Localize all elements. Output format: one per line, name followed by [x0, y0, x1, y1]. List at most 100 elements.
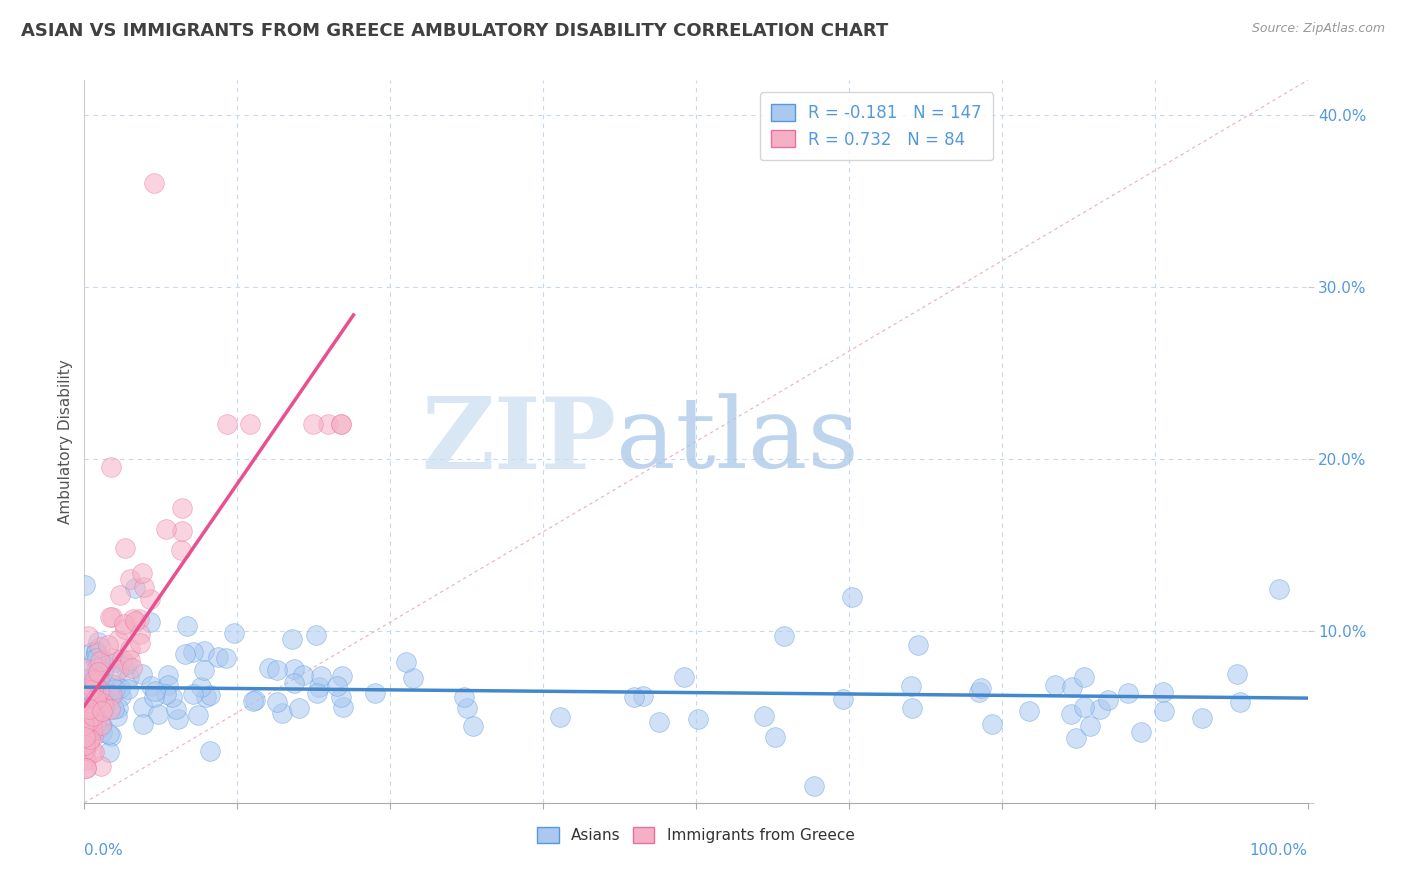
Point — [266, 694, 288, 708]
Point — [803, 779, 825, 793]
Point — [217, 417, 239, 432]
Point — [75, 698, 97, 713]
Point — [1088, 702, 1111, 716]
Point — [309, 669, 332, 683]
Point — [91, 717, 114, 731]
Point — [84, 651, 107, 665]
Point — [773, 630, 796, 644]
Point — [1191, 711, 1213, 725]
Point — [112, 658, 135, 673]
Point — [101, 688, 124, 702]
Point — [89, 715, 111, 730]
Point — [173, 647, 195, 661]
Point — [82, 730, 104, 744]
Point — [146, 707, 169, 722]
Point — [308, 680, 330, 694]
Point — [86, 651, 108, 665]
Point — [1073, 700, 1095, 714]
Point — [1130, 725, 1153, 739]
Point — [623, 690, 645, 705]
Point — [77, 699, 100, 714]
Point — [114, 541, 136, 555]
Point — [143, 684, 166, 698]
Point — [80, 644, 103, 658]
Point — [1018, 704, 1040, 718]
Point — [141, 679, 163, 693]
Point — [79, 732, 101, 747]
Point — [93, 696, 115, 710]
Point — [79, 683, 101, 698]
Point — [305, 628, 328, 642]
Point — [1267, 582, 1289, 596]
Point — [77, 629, 100, 643]
Point — [128, 612, 150, 626]
Point — [73, 738, 96, 752]
Point — [87, 670, 110, 684]
Point — [1073, 670, 1095, 684]
Point — [1152, 685, 1174, 699]
Point — [245, 693, 267, 707]
Point — [190, 680, 212, 694]
Point — [87, 673, 110, 687]
Point — [100, 651, 122, 665]
Point — [266, 663, 288, 677]
Text: 0.0%: 0.0% — [84, 843, 124, 857]
Point — [283, 663, 305, 677]
Point — [257, 661, 280, 675]
Point — [73, 707, 96, 722]
Point — [87, 722, 110, 736]
Point — [672, 670, 695, 684]
Point — [89, 697, 111, 711]
Point — [77, 714, 100, 729]
Point — [647, 714, 669, 729]
Point — [155, 687, 177, 701]
Point — [1060, 680, 1083, 694]
Point — [157, 678, 180, 692]
Point — [79, 716, 101, 731]
Point — [75, 761, 97, 775]
Point — [139, 615, 162, 629]
Point — [176, 619, 198, 633]
Point — [132, 717, 155, 731]
Legend: Asians, Immigrants from Greece: Asians, Immigrants from Greece — [531, 822, 860, 849]
Point — [198, 744, 221, 758]
Point — [82, 715, 104, 730]
Point — [332, 699, 354, 714]
Point — [165, 702, 187, 716]
Point — [1043, 678, 1066, 692]
Point — [131, 667, 153, 681]
Point — [94, 659, 117, 673]
Point — [121, 661, 143, 675]
Point — [330, 690, 353, 705]
Point — [186, 708, 208, 723]
Point — [107, 700, 129, 714]
Point — [75, 729, 97, 743]
Point — [169, 543, 191, 558]
Point — [104, 681, 127, 696]
Point — [138, 592, 160, 607]
Point — [100, 460, 122, 475]
Point — [980, 717, 1002, 731]
Point — [87, 692, 110, 706]
Point — [107, 633, 129, 648]
Point — [87, 659, 110, 673]
Point — [75, 722, 97, 736]
Point — [207, 649, 229, 664]
Point — [108, 681, 131, 695]
Point — [402, 671, 425, 685]
Point — [157, 668, 180, 682]
Point — [117, 682, 139, 697]
Point — [1064, 731, 1087, 745]
Point — [1097, 693, 1119, 707]
Point — [75, 761, 97, 775]
Point — [128, 636, 150, 650]
Point — [90, 684, 112, 698]
Point — [110, 588, 132, 602]
Point — [84, 708, 107, 723]
Point — [90, 660, 112, 674]
Point — [83, 673, 105, 688]
Point — [281, 632, 304, 646]
Text: ZIP: ZIP — [422, 393, 616, 490]
Point — [91, 665, 114, 679]
Point — [395, 655, 418, 669]
